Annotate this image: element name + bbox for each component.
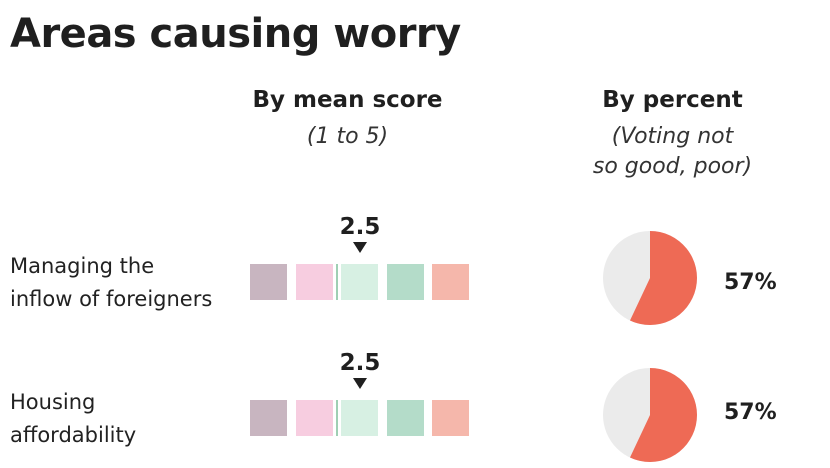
row-label-line2: affordability — [10, 423, 137, 447]
marker-triangle-icon — [353, 378, 367, 389]
scale-segment — [432, 400, 469, 436]
percent-heading: By percent — [602, 87, 743, 113]
scale-segment — [432, 264, 469, 300]
mean-score-subheading: (1 to 5) — [306, 124, 389, 149]
chart-title: Areas causing worry — [10, 11, 461, 57]
scale-segment — [250, 264, 287, 300]
row-label-line2: inflow of foreigners — [10, 287, 213, 311]
row-label: Housing affordability — [10, 386, 136, 452]
row-label-line1: Managing the — [10, 254, 155, 278]
scale-segment — [341, 400, 378, 436]
mean-score-scale — [250, 264, 470, 300]
percent-label: 57% — [724, 400, 777, 425]
marker-triangle-icon — [353, 242, 367, 253]
mean-score-label: 2.5 — [339, 214, 381, 240]
row-label-line1: Housing — [10, 390, 96, 414]
percent-subheading-line1: (Voting not — [611, 124, 734, 149]
pie-percent-slice — [629, 368, 697, 462]
scale-segment — [295, 264, 333, 300]
mean-score-label: 2.5 — [339, 350, 381, 376]
percent-label: 57% — [724, 270, 777, 295]
scale-segment — [386, 264, 424, 300]
scale-segment — [341, 264, 378, 300]
row-label: Managing the inflow of foreigners — [10, 250, 212, 316]
scale-segment — [386, 400, 424, 436]
scale-segment — [295, 400, 333, 436]
percent-subheading: (Voting not so good, poor) — [570, 122, 775, 182]
scale-segment — [250, 400, 287, 436]
score-marker-line — [335, 264, 338, 300]
percent-pie — [603, 231, 697, 325]
mean-score-scale — [250, 400, 470, 436]
pie-percent-slice — [629, 231, 697, 325]
percent-pie — [603, 368, 697, 462]
percent-subheading-line2: so good, poor) — [592, 154, 753, 179]
mean-score-heading: By mean score — [252, 87, 443, 113]
score-marker-line — [335, 400, 338, 436]
